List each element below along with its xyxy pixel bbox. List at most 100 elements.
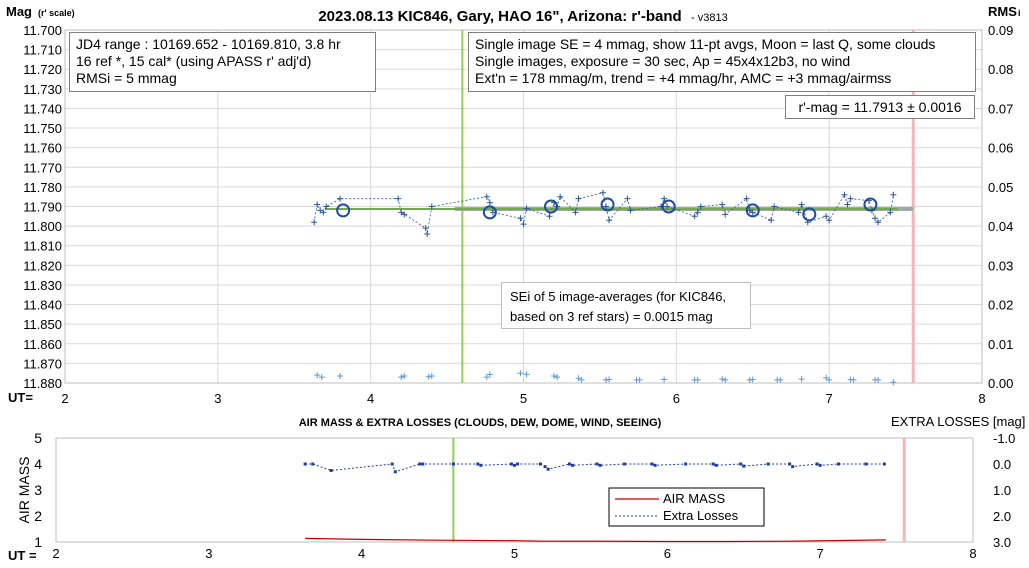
info-right-line-1: Single image SE = 4 mmag, show 11-pt avg… bbox=[475, 36, 936, 52]
y-tick-label: 11.790 bbox=[23, 200, 62, 215]
rms-point bbox=[875, 376, 882, 383]
info-left-line-3: RMSi = 5 mmag bbox=[76, 70, 177, 86]
single-image-point bbox=[520, 221, 527, 228]
average-point bbox=[544, 199, 559, 214]
rms-point bbox=[777, 376, 784, 383]
rms-point bbox=[694, 376, 701, 383]
single-image-point bbox=[844, 201, 851, 208]
rms-point bbox=[486, 371, 493, 378]
single-image-point bbox=[486, 199, 493, 206]
x-tick-label: 2 bbox=[52, 546, 59, 561]
single-image-point bbox=[599, 189, 606, 196]
single-image-point bbox=[523, 205, 530, 212]
extra-losses-point bbox=[479, 463, 483, 467]
x-tick-label: 7 bbox=[826, 391, 833, 405]
chart-title-suffix: - v3813 bbox=[691, 12, 728, 24]
extra-losses-point bbox=[623, 462, 627, 466]
y2-tick-label: 1.0 bbox=[993, 483, 1011, 498]
average-point bbox=[745, 203, 760, 218]
extra-losses-point bbox=[766, 462, 770, 466]
rms-point bbox=[523, 371, 530, 378]
y2-tick-label: 2.0 bbox=[993, 509, 1011, 524]
extra-losses-point bbox=[421, 462, 425, 466]
rms-point bbox=[337, 372, 344, 379]
rms-point bbox=[575, 375, 582, 382]
extra-losses-point bbox=[788, 462, 792, 466]
extra-losses-point bbox=[653, 463, 657, 467]
y-tick-label: 11.830 bbox=[23, 278, 62, 293]
legend-box bbox=[608, 487, 765, 527]
extra-losses-point bbox=[650, 462, 654, 466]
info-right-box: Single image SE = 4 mmag, show 11-pt avg… bbox=[468, 32, 976, 92]
y2-tick-label: 0.03 bbox=[988, 258, 1013, 273]
single-image-point bbox=[798, 201, 805, 208]
rms-point bbox=[798, 376, 805, 383]
y-tick-label: 11.780 bbox=[23, 180, 62, 195]
y2-tick-label: 0.00 bbox=[988, 376, 1013, 391]
rms-point bbox=[314, 372, 321, 379]
extra-losses-point bbox=[711, 462, 715, 466]
y2-axis-label: EXTRA LOSSES [mag] bbox=[891, 414, 1025, 429]
extra-losses-point bbox=[864, 462, 868, 466]
extra-losses-point bbox=[329, 469, 333, 472]
extra-losses-point bbox=[714, 463, 718, 467]
single-image-point bbox=[395, 195, 402, 202]
rms-point bbox=[890, 379, 897, 386]
average-point bbox=[482, 205, 497, 220]
y2-tick-label: 3.0 bbox=[993, 535, 1011, 550]
y2-tick-label: 0.0 bbox=[993, 457, 1011, 472]
extra-losses-point bbox=[815, 462, 819, 466]
x-tick-label: 8 bbox=[978, 391, 985, 405]
rms-point bbox=[551, 372, 558, 379]
x-tick-label: 3 bbox=[214, 391, 221, 405]
single-image-point bbox=[401, 211, 408, 218]
single-image-point bbox=[546, 213, 553, 220]
extra-losses-point bbox=[739, 462, 743, 466]
extra-losses-point bbox=[598, 463, 602, 467]
y-tick-label: 11.700 bbox=[23, 23, 62, 38]
plot-frame bbox=[64, 29, 983, 384]
single-image-point bbox=[743, 195, 750, 202]
y2-tick-label: 0.08 bbox=[988, 62, 1013, 77]
rms-point bbox=[578, 376, 585, 383]
average-point bbox=[802, 207, 817, 222]
y-axis-label-sub: (r' scale) bbox=[38, 8, 75, 18]
extra-losses-point bbox=[476, 462, 480, 466]
sei-note-line-2: based on 3 ref stars) = 0.0015 mag bbox=[510, 309, 713, 324]
y-tick-label: 11.800 bbox=[23, 219, 62, 234]
extra-losses-point bbox=[538, 462, 542, 466]
extra-losses-point bbox=[311, 462, 315, 466]
rms-point bbox=[722, 376, 729, 383]
single-image-point bbox=[890, 191, 897, 198]
y-axis-label: Mag bbox=[6, 4, 32, 19]
y2-tick-label: 0.06 bbox=[988, 141, 1013, 156]
extra-losses-point bbox=[571, 463, 575, 467]
rms-point bbox=[850, 376, 857, 383]
single-image-point bbox=[337, 195, 344, 202]
rms-point bbox=[428, 372, 435, 379]
rms-point bbox=[606, 376, 613, 383]
y-tick-label: 11.880 bbox=[23, 376, 62, 391]
average-point bbox=[336, 203, 351, 218]
single-image-point bbox=[311, 219, 318, 226]
single-image-point bbox=[694, 209, 701, 216]
x-tick-label: 8 bbox=[969, 546, 976, 561]
x-tick-label: 5 bbox=[520, 391, 527, 405]
extra-losses-point bbox=[390, 462, 394, 466]
info-left-line-2: 16 ref *, 15 cal* (using APASS r' adj'd) bbox=[76, 53, 312, 69]
x-tick-label: 4 bbox=[358, 546, 365, 561]
rms-point bbox=[398, 374, 405, 381]
rms-point bbox=[636, 376, 643, 383]
y-tick-label: 11.760 bbox=[23, 141, 62, 156]
y2-tick-label: 0.02 bbox=[988, 298, 1013, 313]
extra-losses-point bbox=[418, 462, 422, 466]
x-tick-label: 2 bbox=[61, 391, 68, 405]
single-image-point bbox=[795, 209, 802, 216]
single-image-point bbox=[823, 213, 830, 220]
plot-frame bbox=[55, 437, 974, 543]
x-tick-label: 6 bbox=[664, 546, 671, 561]
extra-losses-point bbox=[451, 462, 455, 466]
legend-extra-losses-label: Extra Losses bbox=[663, 508, 739, 523]
rms-point bbox=[749, 376, 756, 383]
